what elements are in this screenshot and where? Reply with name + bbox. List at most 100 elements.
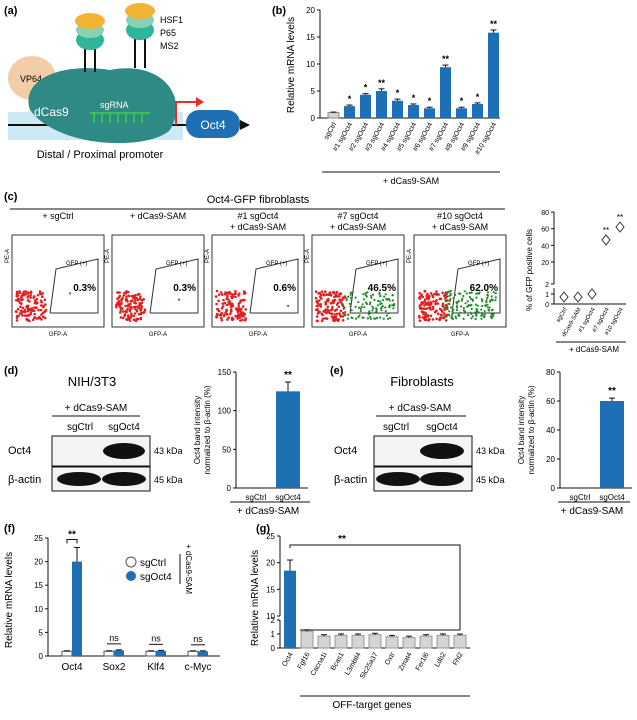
facs-cell-negative bbox=[444, 294, 447, 297]
panel-d-lane-1: sgCtrl bbox=[67, 422, 93, 433]
facs-cell-positive bbox=[448, 299, 451, 302]
panel-e-actin-band-1 bbox=[376, 472, 420, 486]
chart-d-y-tick-label: 0 bbox=[227, 484, 232, 493]
panel-e-label: (e) bbox=[330, 365, 344, 377]
facs-cell-negative bbox=[442, 312, 446, 315]
panel-d: (d) NIH/3T3 + dCas9-SAM sgCtrl sgOct4 Oc… bbox=[4, 365, 310, 517]
facs-cell-positive bbox=[357, 301, 360, 304]
chart-b-significance: * bbox=[364, 83, 368, 93]
facs-cell-negative bbox=[127, 294, 131, 298]
facs-cell-negative bbox=[123, 291, 126, 295]
facs-cell-positive bbox=[484, 304, 487, 307]
facs-cell-negative bbox=[30, 307, 34, 310]
facs-cell-positive bbox=[451, 313, 454, 316]
chart-g-y-tick-label: 10 bbox=[266, 612, 275, 621]
chart-g-y-tick-label: 15 bbox=[266, 585, 275, 594]
facs-cell-negative bbox=[418, 306, 422, 310]
chart-f-significance-bracket bbox=[66, 538, 78, 544]
facs-cell-negative bbox=[441, 303, 445, 307]
panel-d-size-actin: 45 kDa bbox=[154, 475, 183, 485]
facs-cell-negative bbox=[236, 311, 240, 314]
panel-f: (f) Relative mRNA levels 0 5 10 15 20 25 ** Oct… bbox=[4, 523, 220, 673]
facs-cell-negative bbox=[31, 309, 34, 312]
facs-cell-positive bbox=[475, 296, 478, 299]
facs-x-axis-label: GFP-A bbox=[49, 332, 67, 338]
facs-cell-positive bbox=[467, 314, 470, 317]
facs-cell-negative bbox=[129, 302, 132, 306]
facs-cell-positive bbox=[458, 314, 461, 317]
facs-cell-positive bbox=[449, 306, 453, 309]
facs-y-axis-label: PE-A bbox=[205, 249, 211, 263]
facs-cell-negative bbox=[332, 290, 335, 294]
facs-cell-negative bbox=[318, 299, 321, 302]
facs-cell-negative bbox=[329, 302, 333, 305]
facs-cell-negative bbox=[335, 291, 339, 294]
panel-a: (a) VP64 dCas9 sgRNA bbox=[4, 3, 250, 161]
facs-cell-positive bbox=[490, 309, 494, 312]
chart-b-bar bbox=[408, 105, 419, 118]
panel-e-treatment: + dCas9-SAM bbox=[389, 403, 452, 414]
facs-cell-positive bbox=[463, 290, 466, 293]
facs-cell-negative bbox=[222, 298, 225, 302]
chart-c-y-tick-label: 80 bbox=[541, 210, 549, 217]
facs-cell-positive bbox=[470, 317, 473, 320]
chart-b-significance: * bbox=[396, 88, 400, 98]
chart-g-bar bbox=[368, 634, 382, 649]
facs-cell-negative bbox=[217, 299, 220, 303]
facs-cell-positive bbox=[490, 295, 493, 298]
facs-cell-positive bbox=[361, 303, 364, 306]
facs-cell-negative bbox=[334, 315, 338, 318]
chart-f-bar bbox=[72, 561, 82, 656]
ms2-label: MS2 bbox=[160, 41, 179, 51]
facs-cell-negative bbox=[242, 311, 245, 315]
panel-e-oct4-band bbox=[420, 443, 464, 459]
facs-x-axis-label: GFP-A bbox=[149, 332, 167, 338]
chart-b-y-tick-label: 5 bbox=[311, 87, 316, 96]
facs-cell-positive bbox=[287, 304, 290, 307]
facs-cell-negative bbox=[431, 307, 435, 311]
chart-e-y-tick-label: 0 bbox=[551, 484, 556, 493]
facs-cell-negative bbox=[428, 303, 432, 307]
chart-g-y-tick-label: 2 bbox=[271, 616, 276, 625]
facs-cell-positive bbox=[446, 308, 449, 311]
chart-g-x-tick-label: Zmat4 bbox=[398, 651, 414, 672]
facs-cell-positive bbox=[392, 307, 395, 310]
chart-e-significance: ** bbox=[608, 386, 616, 397]
facs-cell-negative bbox=[426, 315, 430, 318]
facs-cell-positive bbox=[476, 292, 479, 295]
facs-cell-positive bbox=[349, 296, 353, 299]
facs-cell-negative bbox=[423, 304, 426, 307]
facs-cell-negative bbox=[239, 319, 242, 322]
chart-b-bar bbox=[360, 94, 371, 118]
facs-cell-positive bbox=[382, 299, 385, 302]
facs-percentage: 0.3% bbox=[173, 283, 196, 294]
facs-cell-negative bbox=[121, 296, 124, 300]
facs-cell-positive bbox=[481, 300, 484, 303]
facs-cell-negative bbox=[24, 290, 28, 293]
panel-g-ylabel: Relative mRNA levels bbox=[250, 550, 261, 646]
chart-c-point bbox=[615, 221, 625, 233]
facs-cell-positive bbox=[483, 310, 486, 313]
panel-g-footer: OFF-target genes bbox=[333, 700, 412, 711]
vp64-label: VP64 bbox=[20, 74, 42, 84]
facs-cell-positive bbox=[469, 304, 472, 307]
facs-cell-negative bbox=[335, 312, 339, 316]
facs-cell-positive bbox=[366, 317, 369, 320]
facs-cell-negative bbox=[135, 296, 139, 300]
facs-cell-positive bbox=[480, 308, 483, 311]
facs-cell-negative bbox=[338, 298, 342, 302]
oct4-gene-label: Oct4 bbox=[200, 118, 226, 132]
facs-cell-negative bbox=[123, 314, 126, 318]
facs-cell-positive bbox=[364, 292, 367, 295]
facs-cell-negative bbox=[26, 318, 30, 322]
facs-cell-positive bbox=[374, 317, 377, 320]
facs-cell-negative bbox=[418, 297, 422, 300]
facs-cell-negative bbox=[39, 292, 43, 296]
facs-gate-label: GFP (+) bbox=[166, 261, 187, 267]
facs-cell-positive bbox=[454, 315, 457, 318]
facs-cell-positive bbox=[485, 299, 488, 302]
facs-plot-frame bbox=[413, 234, 507, 328]
facs-cell-positive bbox=[471, 299, 474, 302]
